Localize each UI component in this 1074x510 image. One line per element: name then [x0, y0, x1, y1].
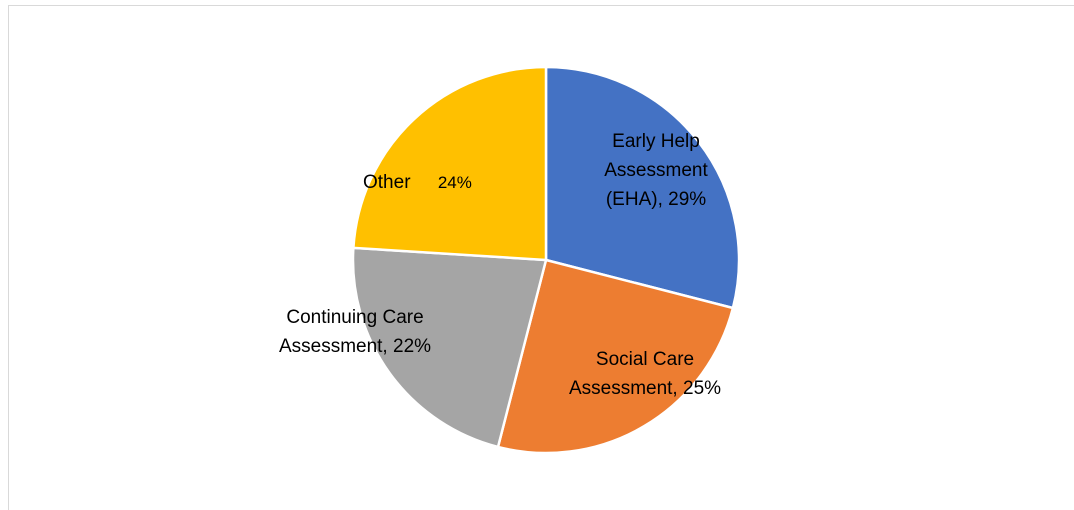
value-label: 24% — [437, 173, 472, 192]
data-label: Other 24% — [363, 168, 523, 197]
pie-slice — [351, 246, 548, 449]
pie-slice — [496, 258, 735, 455]
category-label: Continuing Care Assessment, — [278, 307, 424, 357]
pie-slice — [352, 65, 548, 262]
category-label: Social Care Assessment, — [568, 349, 695, 399]
data-label: Early Help Assessment (EHA), 29% — [578, 127, 734, 214]
value-label: 22% — [393, 336, 432, 357]
value-label: 29% — [668, 189, 707, 210]
data-label: Continuing Care Assessment, 22% — [245, 303, 465, 361]
pie-slice — [544, 65, 741, 310]
data-label: Social Care Assessment, 25% — [545, 345, 745, 403]
category-label: Other — [363, 172, 411, 193]
value-label: 25% — [683, 378, 722, 399]
category-label: Early Help Assessment (EHA), — [604, 131, 708, 210]
